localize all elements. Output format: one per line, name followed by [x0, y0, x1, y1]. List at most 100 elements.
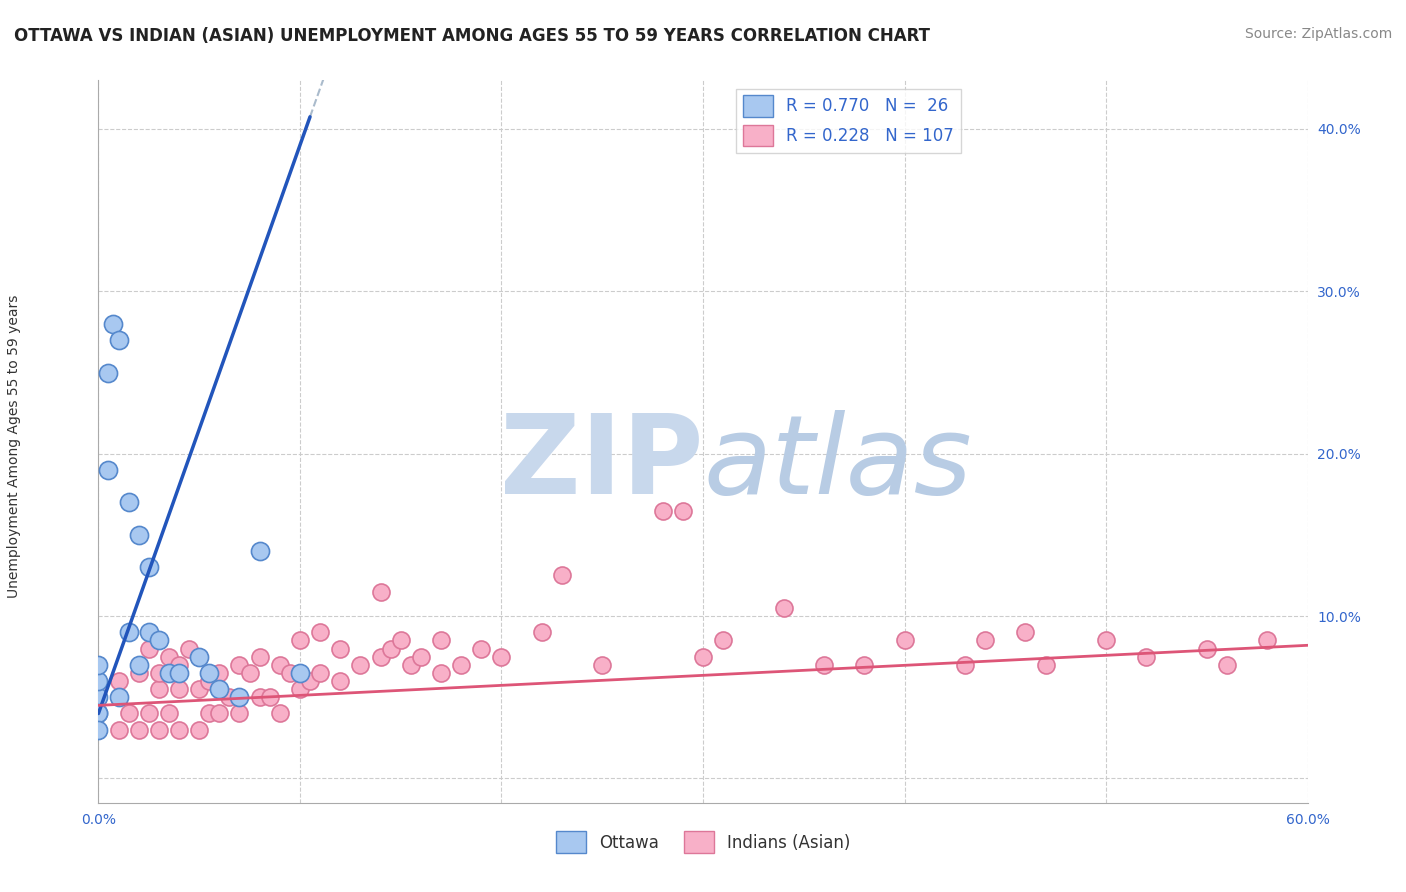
Point: [1216, 657, 1239, 672]
Point: [228, 706, 250, 721]
Point: [148, 665, 170, 680]
Point: [309, 625, 332, 640]
Point: [188, 682, 211, 697]
Point: [239, 665, 262, 680]
Point: [87, 690, 110, 705]
Point: [430, 665, 453, 680]
Point: [87, 673, 110, 688]
Point: [208, 665, 231, 680]
Point: [128, 665, 150, 680]
Legend: Ottawa, Indians (Asian): Ottawa, Indians (Asian): [548, 825, 858, 860]
Text: Source: ZipAtlas.com: Source: ZipAtlas.com: [1244, 27, 1392, 41]
Point: [288, 665, 311, 680]
Point: [1095, 633, 1118, 648]
Point: [198, 665, 221, 680]
Point: [399, 657, 422, 672]
Point: [269, 657, 291, 672]
Point: [430, 633, 453, 648]
Point: [249, 649, 271, 664]
Point: [87, 723, 110, 737]
Point: [651, 503, 673, 517]
Point: [128, 528, 150, 542]
Point: [101, 317, 124, 331]
Point: [288, 682, 311, 697]
Point: [278, 665, 301, 680]
Point: [148, 633, 170, 648]
Point: [138, 560, 160, 574]
Point: [87, 682, 110, 697]
Point: [813, 657, 835, 672]
Point: [157, 665, 180, 680]
Point: [893, 633, 915, 648]
Point: [188, 649, 211, 664]
Point: [107, 673, 129, 688]
Point: [128, 657, 150, 672]
Point: [470, 641, 492, 656]
Point: [692, 649, 714, 664]
Point: [1035, 657, 1057, 672]
Text: OTTAWA VS INDIAN (ASIAN) UNEMPLOYMENT AMONG AGES 55 TO 59 YEARS CORRELATION CHAR: OTTAWA VS INDIAN (ASIAN) UNEMPLOYMENT AM…: [14, 27, 929, 45]
Point: [118, 706, 141, 721]
Point: [309, 665, 332, 680]
Point: [389, 633, 412, 648]
Point: [148, 682, 170, 697]
Point: [97, 463, 120, 477]
Point: [409, 649, 432, 664]
Point: [259, 690, 281, 705]
Point: [288, 633, 311, 648]
Point: [138, 706, 160, 721]
Point: [953, 657, 976, 672]
Point: [1256, 633, 1278, 648]
Point: [128, 723, 150, 737]
Point: [1135, 649, 1157, 664]
Point: [87, 657, 110, 672]
Point: [87, 690, 110, 705]
Point: [87, 723, 110, 737]
Point: [218, 690, 240, 705]
Point: [672, 503, 695, 517]
Point: [249, 690, 271, 705]
Point: [167, 723, 190, 737]
Point: [118, 625, 141, 640]
Point: [107, 333, 129, 347]
Text: Unemployment Among Ages 55 to 59 years: Unemployment Among Ages 55 to 59 years: [7, 294, 21, 598]
Point: [591, 657, 613, 672]
Point: [188, 649, 211, 664]
Point: [107, 723, 129, 737]
Point: [167, 682, 190, 697]
Point: [148, 723, 170, 737]
Point: [228, 657, 250, 672]
Point: [208, 682, 231, 697]
Point: [370, 584, 392, 599]
Point: [299, 673, 322, 688]
Point: [228, 690, 250, 705]
Point: [138, 625, 160, 640]
Point: [118, 495, 141, 509]
Point: [370, 649, 392, 664]
Point: [179, 641, 201, 656]
Point: [491, 649, 513, 664]
Point: [1014, 625, 1036, 640]
Point: [157, 706, 180, 721]
Point: [1195, 641, 1218, 656]
Point: [450, 657, 472, 672]
Point: [87, 673, 110, 688]
Text: atlas: atlas: [703, 409, 972, 516]
Point: [349, 657, 371, 672]
Point: [188, 723, 211, 737]
Point: [87, 706, 110, 721]
Point: [853, 657, 876, 672]
Point: [87, 657, 110, 672]
Point: [167, 657, 190, 672]
Point: [87, 706, 110, 721]
Point: [157, 649, 180, 664]
Point: [329, 673, 352, 688]
Point: [107, 690, 129, 705]
Point: [198, 673, 221, 688]
Point: [87, 706, 110, 721]
Point: [208, 706, 231, 721]
Point: [269, 706, 291, 721]
Point: [167, 665, 190, 680]
Point: [711, 633, 734, 648]
Point: [249, 544, 271, 558]
